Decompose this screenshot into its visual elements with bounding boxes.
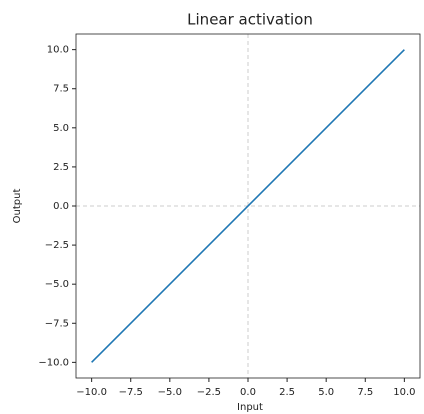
x-tick-label: 7.5 xyxy=(357,387,373,398)
y-tick-label: −5.0 xyxy=(45,279,69,290)
x-tick-label: −10.0 xyxy=(76,387,107,398)
y-axis-label: Output xyxy=(12,189,23,224)
plot-frame xyxy=(75,33,421,379)
x-tick-label: 2.5 xyxy=(279,387,295,398)
y-tick-label: −7.5 xyxy=(45,318,69,329)
x-tick-label: 5.0 xyxy=(318,387,334,398)
y-tick-label: −10.0 xyxy=(38,357,69,368)
y-tick-label: 2.5 xyxy=(53,162,69,173)
y-tick-label: 0.0 xyxy=(53,201,69,212)
y-tick-label: 5.0 xyxy=(53,123,69,134)
x-tick-label: −7.5 xyxy=(119,387,143,398)
y-tick-label: 10.0 xyxy=(47,45,69,56)
chart-title: Linear activation xyxy=(187,11,313,29)
y-tick-label: −2.5 xyxy=(45,240,69,251)
x-axis-label: Input xyxy=(237,402,263,413)
x-tick-label: 0.0 xyxy=(240,387,256,398)
x-tick-label: −2.5 xyxy=(197,387,221,398)
line-series xyxy=(91,49,405,363)
y-tick-label: 7.5 xyxy=(53,84,69,95)
x-tick-label: −5.0 xyxy=(158,387,182,398)
x-tick-label: 10.0 xyxy=(393,387,415,398)
